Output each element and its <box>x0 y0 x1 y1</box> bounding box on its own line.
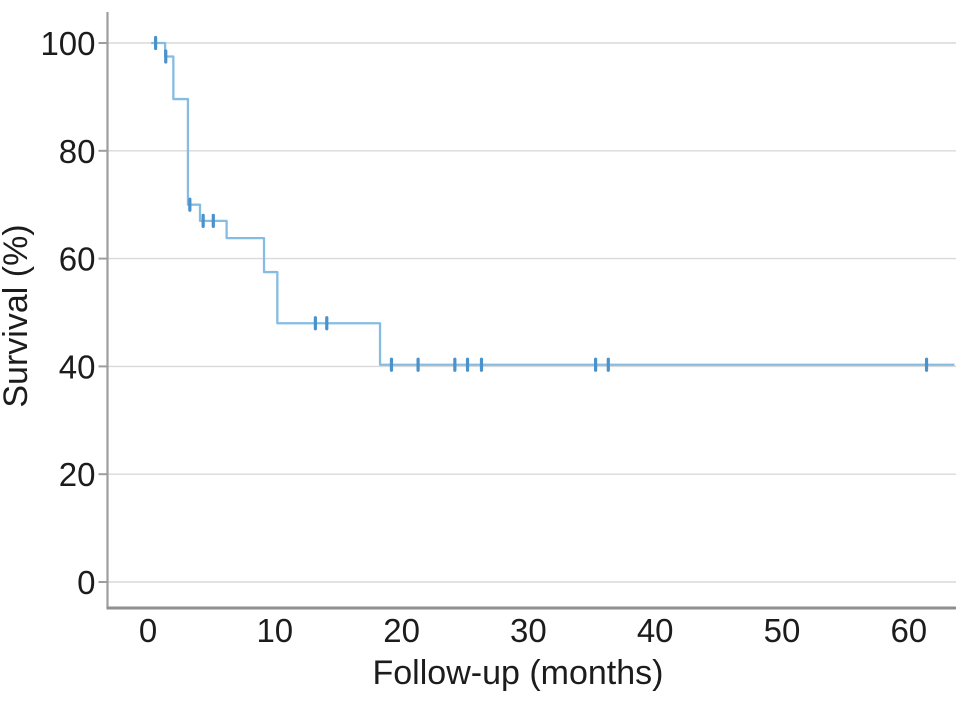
survival-step-line <box>151 41 955 366</box>
x-axis-title: Follow-up (months) <box>373 654 664 692</box>
axes <box>98 12 956 610</box>
y-tick-label-80: 80 <box>59 133 96 170</box>
y-tick-label-0: 0 <box>77 564 95 601</box>
gridlines <box>107 42 956 583</box>
y-tick-label-20: 20 <box>59 456 96 493</box>
x-tick-label-30: 30 <box>510 612 547 649</box>
x-tick-label-60: 60 <box>890 612 927 649</box>
x-tick-label-10: 10 <box>256 612 293 649</box>
x-tick-label-0: 0 <box>139 612 157 649</box>
y-tick-label-60: 60 <box>59 241 96 278</box>
x-tick-label-50: 50 <box>764 612 801 649</box>
survival-curve <box>151 35 955 372</box>
x-tick-label-40: 40 <box>637 612 674 649</box>
y-tick-label-100: 100 <box>40 25 95 62</box>
tick-labels: 0 20 40 60 80 100 0 10 20 30 40 50 60 <box>40 25 927 649</box>
x-tick-label-20: 20 <box>383 612 420 649</box>
y-axis-title: Survival (%) <box>0 224 35 407</box>
y-tick-label-40: 40 <box>59 348 96 385</box>
